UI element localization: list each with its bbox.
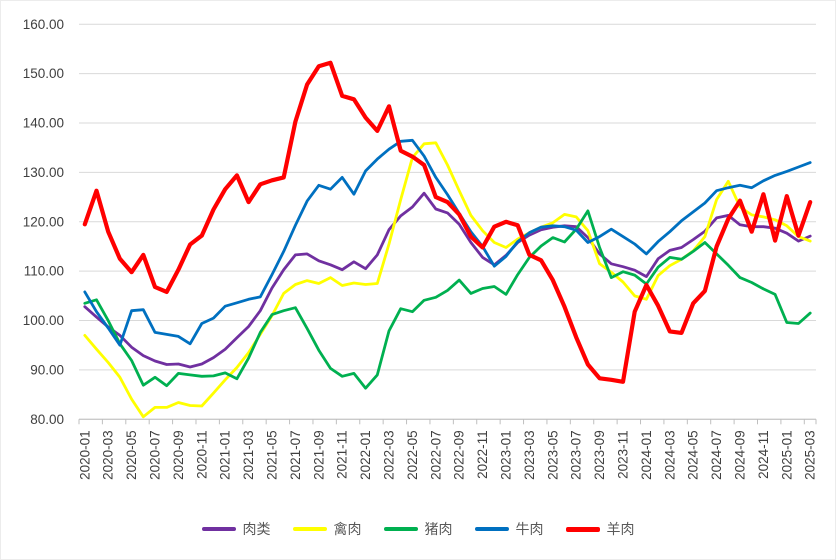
- x-axis-tick-label: 2020-03: [101, 430, 116, 480]
- x-axis-tick-label: 2021-11: [335, 430, 350, 479]
- legend-label-pork: 猪肉: [424, 521, 453, 537]
- legend-swatch-beef: [474, 527, 509, 531]
- series-line-mutton: [82, 60, 813, 384]
- x-axis-tick-label: 2024-07: [709, 430, 724, 480]
- y-axis-tick-label: 140.00: [23, 116, 64, 131]
- x-axis-tick-label: 2024-11: [756, 430, 771, 479]
- x-axis-tick-label: 2022-01: [358, 430, 373, 480]
- x-axis-tick-label: 2021-09: [311, 430, 326, 480]
- series-line-meat: [83, 191, 812, 369]
- y-axis-tick-label: 110.00: [24, 264, 64, 279]
- x-axis-tick-label: 2022-07: [428, 430, 443, 480]
- x-axis-tick-label: 2021-01: [218, 430, 233, 480]
- x-axis-tick-label: 2022-11: [475, 430, 490, 479]
- legend-swatch-pork: [383, 527, 418, 531]
- x-axis-tick-label: 2022-03: [382, 430, 397, 480]
- x-axis-tick-label: 2025-01: [779, 430, 794, 480]
- x-axis-tick-label: 2020-09: [171, 430, 186, 480]
- legend-item-beef: 牛肉: [464, 522, 555, 536]
- legend-swatch-meat: [201, 527, 236, 531]
- legend-item-pork: 猪肉: [373, 522, 464, 536]
- x-axis-tick-label: 2023-03: [522, 430, 537, 480]
- x-axis-tick-label: 2020-05: [124, 430, 139, 480]
- legend-label-beef: 牛肉: [515, 521, 544, 537]
- x-axis: [78, 418, 817, 425]
- legend-swatch-poultry: [292, 527, 327, 531]
- x-axis-tick-label: 2020-07: [148, 430, 163, 480]
- legend-swatch-mutton: [565, 526, 600, 532]
- x-axis-tick-label: 2023-01: [498, 430, 513, 480]
- x-axis-tick-label: 2021-07: [288, 430, 303, 480]
- series-line-beef: [83, 138, 812, 347]
- x-axis-tick-label: 2024-01: [639, 430, 654, 480]
- legend-item-mutton: 羊肉: [555, 522, 646, 536]
- x-axis-tick-label: 2020-01: [77, 430, 92, 480]
- x-axis-tick-label: 2023-07: [569, 430, 584, 480]
- y-axis-tick-label: 130.00: [23, 165, 64, 180]
- x-axis-tick-label: 2022-05: [405, 430, 420, 480]
- y-axis-tick-label: 150.00: [23, 66, 64, 81]
- x-axis-tick-label: 2025-03: [803, 430, 818, 480]
- y-axis-tick-label: 80.00: [30, 412, 64, 427]
- legend-label-poultry: 禽肉: [333, 521, 362, 537]
- x-axis-tick-label: 2022-09: [452, 430, 467, 480]
- chart-legend: 肉类 禽肉 猪肉 牛肉 羊肉: [1, 522, 835, 536]
- gridlines: [79, 23, 816, 420]
- legend-item-meat: 肉类: [191, 522, 282, 536]
- x-axis-tick-label: 2023-09: [592, 430, 607, 480]
- x-axis-tick-label: 2023-05: [545, 430, 560, 480]
- series-line-pork: [83, 209, 812, 390]
- legend-item-poultry: 禽肉: [282, 522, 373, 536]
- x-axis-tick-label: 2024-09: [732, 430, 747, 480]
- x-axis-tick-label: 2024-05: [686, 430, 701, 480]
- legend-label-mutton: 羊肉: [606, 521, 635, 537]
- y-axis-tick-label: 90.00: [30, 362, 64, 377]
- y-axis-tick-label: 160.00: [23, 17, 64, 32]
- x-axis-tick-label: 2021-03: [241, 430, 256, 480]
- x-axis-tick-label: 2020-11: [194, 430, 209, 479]
- y-axis-tick-label: 100.00: [23, 313, 64, 328]
- x-axis-tick-label: 2024-03: [662, 430, 677, 480]
- y-axis-tick-label: 120.00: [23, 214, 64, 229]
- x-axis-tick-label: 2023-11: [615, 430, 630, 479]
- legend-label-meat: 肉类: [242, 521, 271, 537]
- x-axis-tick-label: 2021-05: [265, 430, 280, 480]
